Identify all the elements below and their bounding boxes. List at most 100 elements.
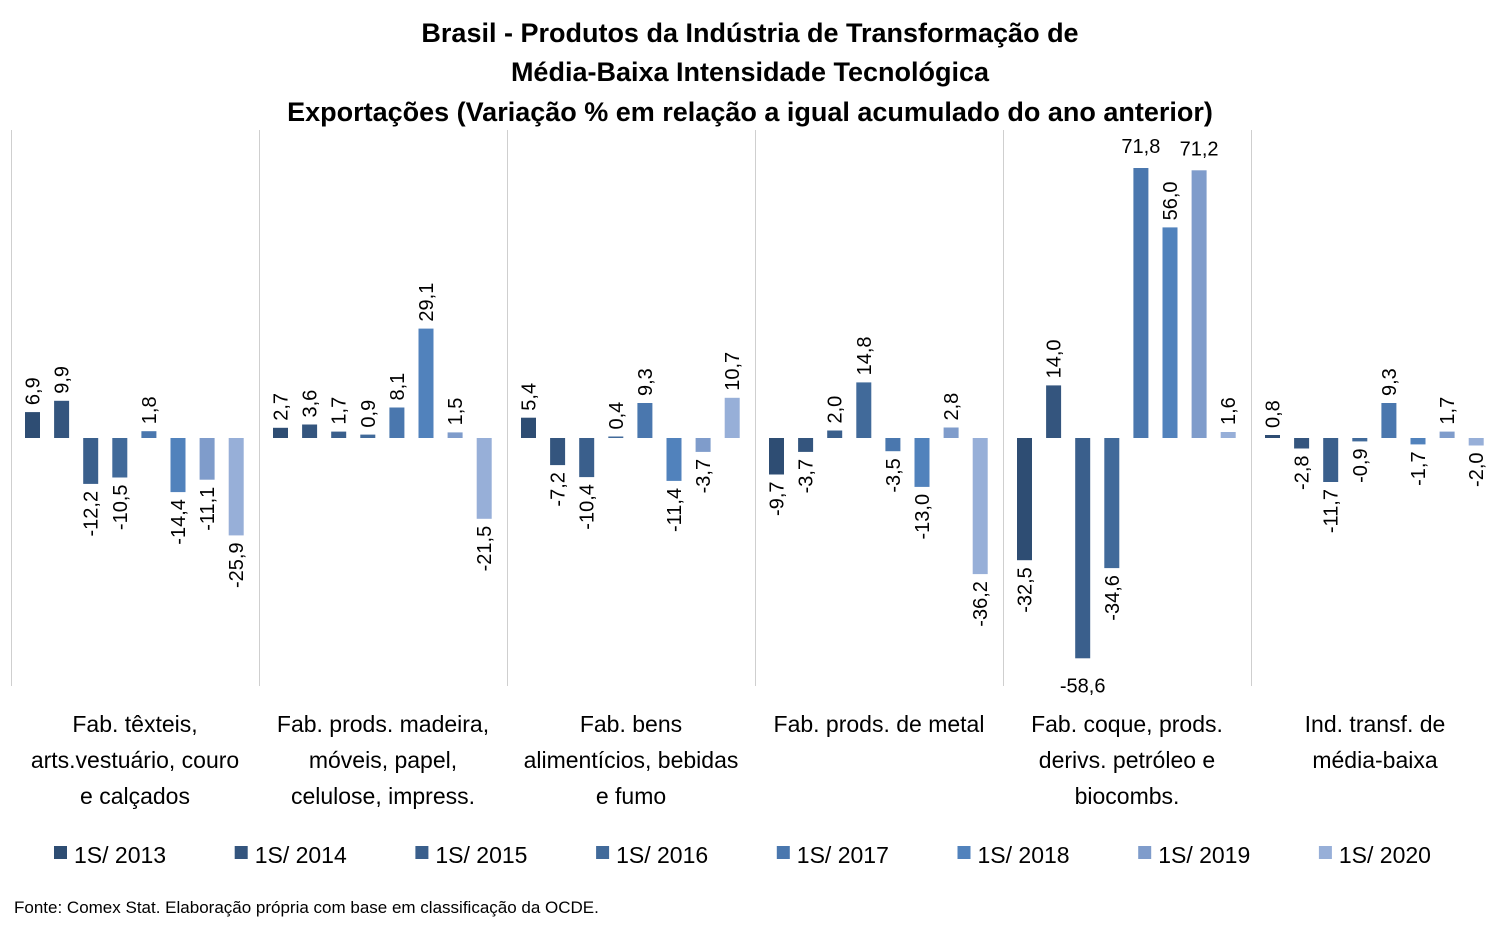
data-label: 8,1: [387, 373, 409, 401]
bar: [418, 328, 434, 438]
data-label: 3,6: [300, 390, 322, 418]
legend-entry: 1S/ 2014: [255, 842, 347, 868]
category-label: Fab. prods. de metal: [774, 711, 985, 737]
bar: [170, 438, 186, 493]
bar: [1439, 431, 1455, 438]
category-label: alimentícios, bebidas: [524, 747, 739, 773]
data-label: 14,0: [1044, 339, 1066, 378]
data-label: -34,6: [1102, 575, 1124, 621]
bar: [695, 438, 711, 452]
bar: [25, 412, 40, 438]
category-label: e calçados: [80, 783, 190, 809]
bar: [1468, 438, 1484, 446]
bar: [273, 427, 288, 438]
category-label: Fab. têxteis,: [72, 711, 197, 737]
legend-swatch: [957, 846, 971, 859]
data-label: -11,1: [197, 487, 219, 531]
bar: [521, 417, 536, 438]
category-label: arts.vestuário, couro: [31, 747, 239, 773]
data-label: -32,5: [1015, 567, 1037, 613]
bar: [637, 403, 653, 438]
data-label: -3,7: [693, 459, 715, 493]
bar: [141, 431, 157, 438]
bar: [83, 438, 99, 484]
data-label: 1,7: [1437, 397, 1459, 425]
bar: [885, 438, 901, 452]
data-label: -2,8: [1292, 456, 1314, 490]
bar: [199, 438, 215, 480]
category-label: e fumo: [596, 783, 666, 809]
category-label: derivs. petróleo e: [1039, 747, 1215, 773]
bar: [1017, 438, 1032, 561]
chart-title-line-3: Exportações (Variação % em relação a igu…: [287, 97, 1213, 127]
bar: [1265, 435, 1280, 438]
legend-entry: 1S/ 2015: [435, 842, 527, 868]
data-label: -36,2: [970, 581, 992, 627]
bar: [1410, 438, 1426, 445]
data-label: 1,6: [1218, 397, 1240, 425]
data-label: -13,0: [912, 494, 934, 540]
bar: [1104, 438, 1120, 569]
category-label: média-baixa: [1312, 747, 1437, 773]
data-label: -21,5: [474, 526, 496, 572]
bar: [579, 438, 595, 478]
bar: [1133, 168, 1149, 438]
bar: [550, 438, 566, 466]
data-label: 2,8: [941, 393, 963, 421]
bar: [972, 438, 988, 575]
legend-swatch: [234, 846, 248, 859]
legend-entry: 1S/ 2017: [797, 842, 889, 868]
category-labels: Fab. têxteis, arts.vestuário, couro e calç…: [31, 711, 1446, 809]
data-label: -11,4: [664, 488, 686, 532]
data-label: -10,4: [577, 484, 599, 530]
data-label: 5,4: [519, 383, 541, 411]
plot-area: 6,9 9,9 -12,2 -10,5 1,8 -14,4 -11,1 -25,9 2,7 3,6…: [11, 130, 1488, 697]
data-label: 71,8: [1121, 136, 1160, 158]
data-label: 2,0: [825, 396, 847, 424]
bar: [302, 424, 318, 438]
bar: [608, 436, 624, 438]
legend-swatch: [415, 846, 429, 859]
legend-entry: 1S/ 2013: [74, 842, 166, 868]
bar: [666, 438, 682, 481]
data-label: 1,7: [329, 397, 351, 425]
data-label: -0,9: [1350, 448, 1372, 482]
bar: [389, 407, 405, 438]
chart-title: Brasil - Produtos da Indústria de Transf…: [287, 18, 1213, 127]
legend-swatch: [776, 846, 790, 859]
bar: [1075, 438, 1091, 659]
category-label: celulose, impress.: [291, 783, 475, 809]
bar: [228, 438, 244, 536]
data-label: 9,3: [635, 368, 657, 396]
bar: [476, 438, 492, 519]
bar: [112, 438, 128, 478]
bar: [769, 438, 784, 475]
bar: [331, 431, 347, 438]
data-label: 0,8: [1263, 400, 1285, 428]
bar: [1294, 438, 1310, 449]
data-label: -3,5: [883, 458, 905, 492]
data-label: 9,3: [1379, 368, 1401, 396]
bar: [360, 434, 376, 438]
bar: [1162, 227, 1178, 438]
category-label: Fab. bens: [580, 711, 682, 737]
data-label: -2,0: [1466, 453, 1488, 487]
data-label: -14,4: [168, 499, 190, 545]
bar: [724, 397, 740, 438]
category-label: Ind. transf. de: [1305, 711, 1446, 737]
legend-swatch: [1318, 846, 1332, 859]
data-label: -25,9: [226, 542, 248, 588]
data-label: -10,5: [110, 485, 132, 531]
legend-entry: 1S/ 2019: [1158, 842, 1250, 868]
category-label: Fab. coque, prods.: [1031, 711, 1223, 737]
legend: 1S/ 2013 1S/ 2014 1S/ 2015 1S/ 2016 1S/ 2017…: [54, 842, 1431, 868]
data-label: -58,6: [1060, 675, 1106, 697]
chart-title-line-1: Brasil - Produtos da Indústria de Transf…: [421, 18, 1078, 48]
bar: [1352, 438, 1368, 442]
category-label: biocombs.: [1075, 783, 1180, 809]
data-label: 2,7: [271, 393, 293, 421]
legend-swatch: [1138, 846, 1152, 859]
data-label: 1,8: [139, 396, 161, 424]
bar: [1046, 385, 1062, 438]
legend-entry: 1S/ 2018: [978, 842, 1070, 868]
